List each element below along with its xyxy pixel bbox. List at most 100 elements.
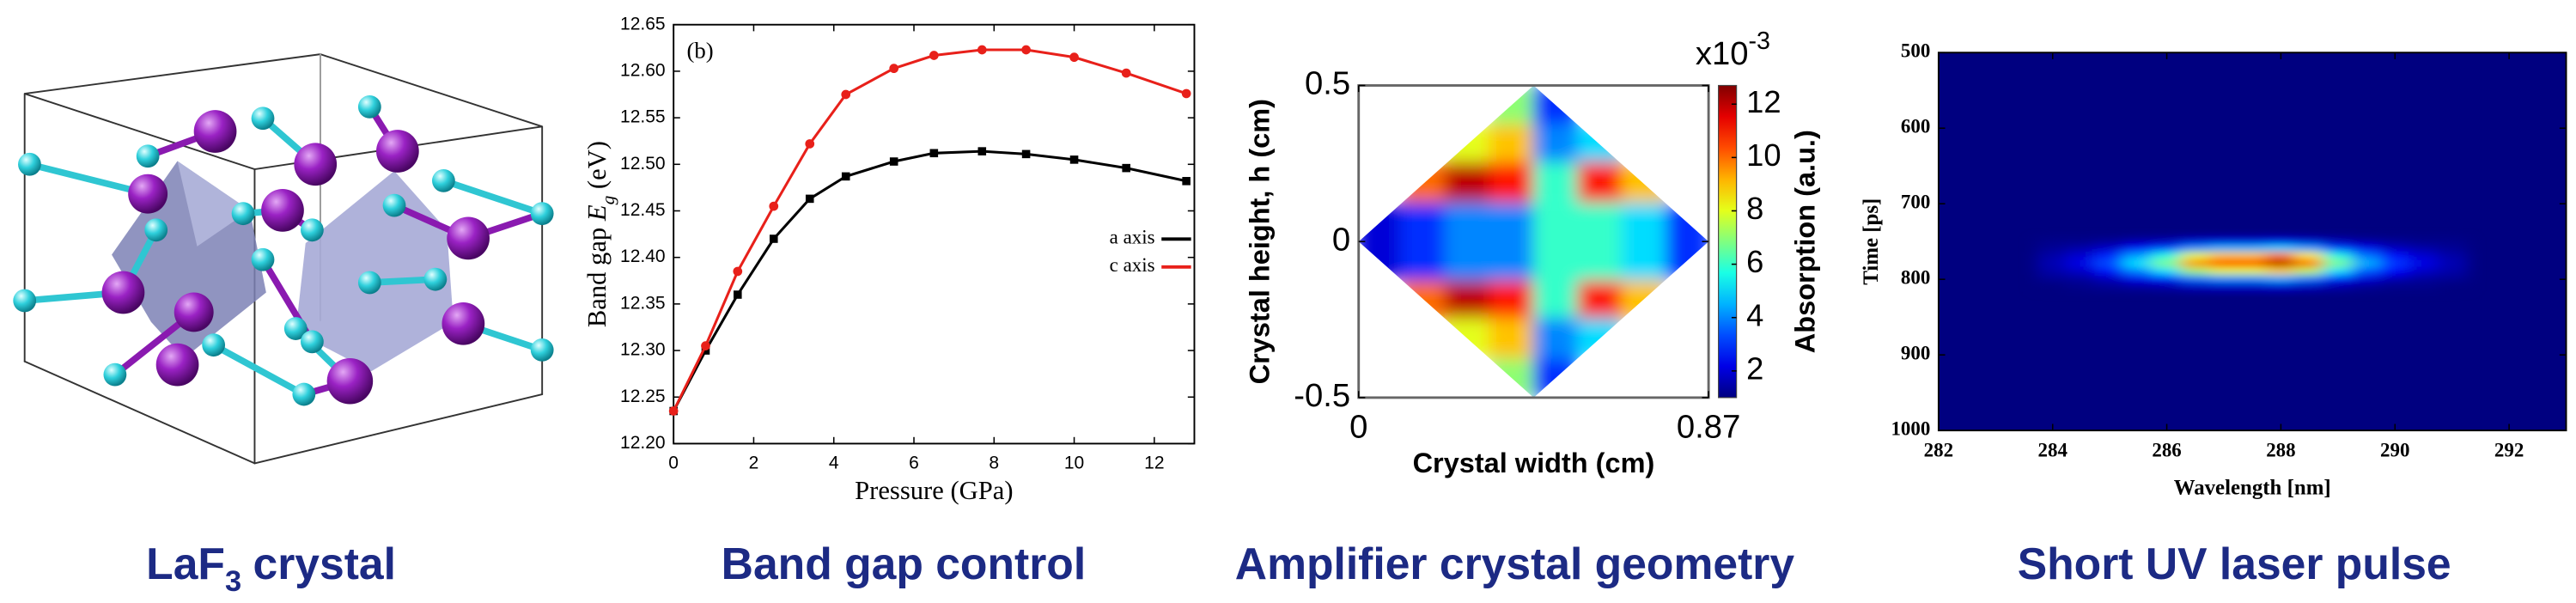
heatmap-cell <box>2208 244 2239 254</box>
heatmap-cell <box>2208 282 2239 292</box>
heatmap-cell <box>2066 244 2097 254</box>
heatmap-cell <box>2379 259 2410 269</box>
heatmap-cell <box>1577 124 1623 166</box>
y-tick-label: 12.45 <box>620 200 666 220</box>
colorbar-exponent: x10-3 <box>1696 27 1770 73</box>
marker <box>1182 177 1191 186</box>
heatmap-cell <box>1489 318 1535 359</box>
heatmap-cell <box>2180 244 2211 254</box>
heatmap-cell <box>2323 274 2354 284</box>
heatmap-cell <box>2094 267 2125 277</box>
panel-label: (b) <box>686 37 713 63</box>
colorbar-exponent-base: x10 <box>1696 35 1749 72</box>
heatmap-cells-inner <box>2037 236 2468 292</box>
heatmap-cell <box>2437 259 2468 269</box>
heatmap-cell <box>1444 202 1490 244</box>
legend-label: a axis <box>1110 227 1155 248</box>
heatmap-cell <box>2037 282 2068 292</box>
heatmap-cell <box>2122 236 2153 247</box>
caption-text: Band gap control <box>722 539 1086 588</box>
heatmap-cell <box>2294 267 2325 277</box>
series-line <box>672 149 1187 412</box>
heatmap-cell <box>2037 244 2068 254</box>
marker <box>929 149 939 158</box>
y-axis-label: Crystal height, h (cm) <box>1244 99 1275 384</box>
legend-label: c axis <box>1110 254 1155 276</box>
heatmap-cell <box>1489 124 1535 166</box>
heatmap-cell <box>2094 274 2125 284</box>
heatmap-cell <box>1444 318 1490 359</box>
heatmap-cell <box>2180 259 2211 269</box>
colorbar-tick-label: 4 <box>1746 297 1763 332</box>
heatmap-cell <box>2379 274 2410 284</box>
heatmap-cell <box>2294 282 2325 292</box>
heatmap-cell <box>2323 252 2354 262</box>
x-tick-label: 0 <box>1349 408 1367 445</box>
x-axis-label: Pressure (GPa) <box>855 476 1013 505</box>
y-tick-label: 700 <box>1901 191 1930 212</box>
x-tick-label: 284 <box>2038 439 2068 460</box>
heatmap-cell <box>2094 236 2125 247</box>
panel-caption: Short UV laser pulse <box>2018 539 2451 588</box>
caption-text: Short UV laser pulse <box>2018 539 2451 588</box>
heatmap-cell <box>2208 267 2239 277</box>
colorbar-tick-label: 8 <box>1746 191 1763 226</box>
heatmap-cell <box>1444 161 1490 203</box>
heatmap-cell <box>2094 252 2125 262</box>
heatmap-cell <box>2180 274 2211 284</box>
heatmap-cell <box>1489 202 1535 244</box>
marker <box>977 45 987 55</box>
marker <box>977 147 987 155</box>
x-tick-label: 286 <box>2152 439 2181 460</box>
heatmap-cell <box>1489 240 1535 281</box>
heatmap-cell <box>1532 85 1579 125</box>
heatmap-cell <box>1444 240 1490 281</box>
y-tick-label: 12.35 <box>620 293 666 313</box>
x-tick-label: 8 <box>989 453 999 472</box>
y-axis-label-symbol: E <box>582 204 612 222</box>
marker <box>1069 155 1079 164</box>
x-tick-label: 12 <box>1144 453 1164 472</box>
y-axis-label-subscript: g <box>598 195 618 204</box>
heatmap-cell <box>2037 236 2068 247</box>
y-tick-label: 12.60 <box>620 60 666 80</box>
y-tick-label: 12.30 <box>620 340 666 360</box>
crystal-illustration <box>13 53 554 465</box>
y-tick-label: 12.50 <box>620 154 666 174</box>
heatmap-cell <box>2237 274 2268 284</box>
heatmap-cell <box>1577 161 1623 203</box>
y-axis-label: Time [ps] <box>1860 198 1883 285</box>
marker <box>1021 149 1031 159</box>
heatmap-cell <box>2408 252 2439 262</box>
heatmap-cell <box>2351 274 2382 284</box>
heatmap-cell <box>2408 274 2439 284</box>
y-tick-label: 0 <box>1332 221 1350 258</box>
y-tick-label: 500 <box>1901 40 1930 62</box>
heatmap-cell <box>2265 244 2296 254</box>
colorbar-tick-label: 6 <box>1746 244 1763 279</box>
y-axis-label: Band gap Eg (eV) <box>582 141 618 327</box>
marker <box>733 266 743 277</box>
heatmap-cell <box>1489 85 1535 125</box>
heatmap-cell <box>2237 236 2268 247</box>
heatmap-cell <box>2152 282 2183 292</box>
y-tick-label: 800 <box>1901 266 1930 288</box>
heatmap-cell <box>2152 244 2183 254</box>
heatmap-cell <box>2437 252 2468 262</box>
heatmap-cell <box>1400 240 1446 281</box>
heatmap-cell <box>1400 280 1446 321</box>
y-tick-label: -0.5 <box>1294 377 1350 414</box>
heatmap-cell <box>2265 267 2296 277</box>
heatmap-cell <box>2066 282 2097 292</box>
heatmap-cell <box>2351 244 2382 254</box>
heatmap-cell <box>1400 202 1446 244</box>
heatmap-cell <box>2122 252 2153 262</box>
marker <box>1069 52 1079 63</box>
heatmap-cell <box>2152 236 2183 247</box>
marker <box>734 290 742 299</box>
plot-frame <box>1937 52 2567 432</box>
x-axis-label: Crystal width (cm) <box>1413 448 1655 478</box>
heatmap-cell <box>2094 259 2125 269</box>
y-tick-label: 12.20 <box>620 433 666 453</box>
x-tick-label: 4 <box>829 453 839 472</box>
